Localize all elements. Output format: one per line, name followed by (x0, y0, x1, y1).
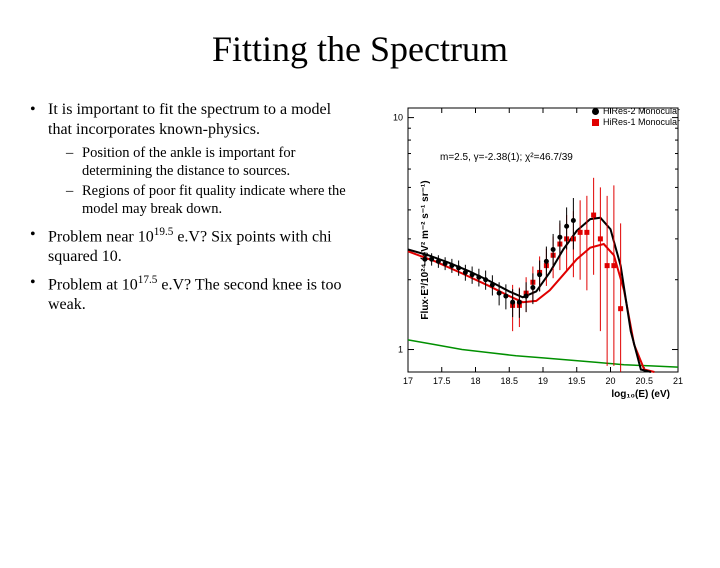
bullet-1a: Position of the ankle is important for d… (66, 144, 350, 180)
svg-text:1: 1 (398, 345, 403, 355)
svg-text:17: 17 (403, 376, 413, 386)
bullet-2: Problem near 1019.5 e.V? Six points with… (30, 225, 350, 267)
svg-text:10: 10 (393, 113, 403, 123)
svg-text:18: 18 (470, 376, 480, 386)
svg-text:19.5: 19.5 (568, 376, 586, 386)
svg-text:21: 21 (673, 376, 683, 386)
fit-params-text: m=2.5, γ=-2.38(1); χ²=46.7/39 (440, 152, 573, 163)
bullet-2-pre: Problem near 10 (48, 228, 154, 245)
content-row: It is important to fit the spectrum to a… (0, 100, 720, 400)
legend-marker-0 (592, 108, 599, 115)
legend-label-1: HiRes-1 Monocular (603, 117, 680, 127)
chart-panel: Flux·E³/10²⁴ (eV² m⁻² s⁻¹ sr⁻¹) 1717.518… (360, 100, 700, 400)
legend-item-0: HiRes-2 Monocular (592, 106, 680, 116)
bullet-1-text: It is important to fit the spectrum to a… (48, 101, 331, 138)
chart-legend: HiRes-2 Monocular HiRes-1 Monocular (592, 106, 680, 128)
bullet-1: It is important to fit the spectrum to a… (30, 100, 350, 219)
bullet-1b: Regions of poor fit quality indicate whe… (66, 182, 350, 218)
legend-item-1: HiRes-1 Monocular (592, 117, 680, 127)
legend-label-0: HiRes-2 Monocular (603, 106, 680, 116)
chart-svg: 17 17.5 18 18.5 19 19.5 20 20.5 21 1 10 (360, 100, 690, 400)
bullet-3-pre: Problem at 10 (48, 276, 138, 293)
x-axis-label: log₁₀(E) (eV) (611, 389, 670, 400)
legend-marker-1 (592, 119, 599, 126)
bullet-panel: It is important to fit the spectrum to a… (30, 100, 360, 400)
svg-text:20: 20 (605, 376, 615, 386)
bullet-3: Problem at 1017.5 e.V? The second knee i… (30, 273, 350, 315)
page-title: Fitting the Spectrum (0, 28, 720, 70)
svg-text:19: 19 (538, 376, 548, 386)
svg-text:17.5: 17.5 (433, 376, 451, 386)
spectrum-chart: Flux·E³/10²⁴ (eV² m⁻² s⁻¹ sr⁻¹) 1717.518… (360, 100, 690, 400)
svg-text:18.5: 18.5 (500, 376, 518, 386)
bullet-3-sup: 17.5 (138, 274, 158, 286)
bullet-2-sup: 19.5 (154, 226, 174, 238)
svg-text:20.5: 20.5 (635, 376, 653, 386)
